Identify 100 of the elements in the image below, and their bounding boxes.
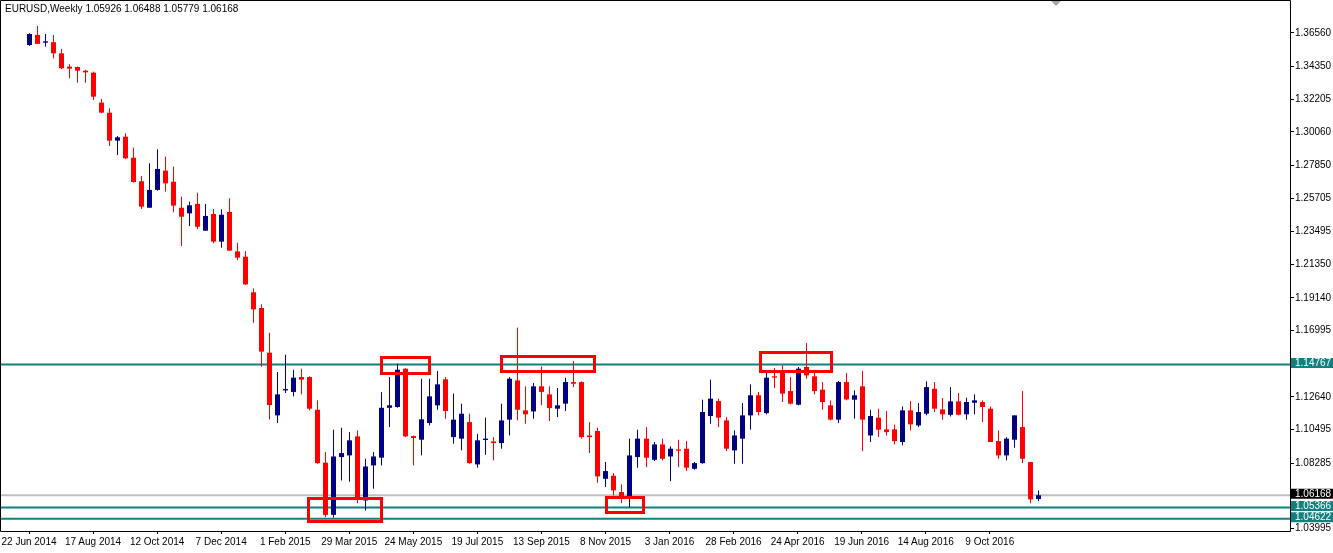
candlestick	[788, 376, 793, 405]
ref-line-label: 1.06168	[1295, 487, 1332, 499]
y-tick-label: 1.21350	[1295, 258, 1332, 270]
candlestick	[844, 372, 849, 401]
candlestick	[611, 472, 616, 496]
candlestick	[491, 436, 496, 461]
candlestick	[539, 365, 544, 406]
y-tick-label: 1.25705	[1295, 191, 1332, 203]
candlestick	[708, 379, 713, 425]
candlestick	[916, 402, 921, 428]
x-tick-label: 14 Aug 2016	[897, 535, 955, 547]
candlestick	[644, 426, 649, 468]
candlestick	[251, 287, 256, 324]
candlestick	[996, 429, 1001, 460]
candlestick	[59, 48, 64, 70]
ref-line-label: 1.04622	[1295, 511, 1332, 523]
candlestick	[820, 381, 825, 411]
x-tick-label: 22 Jun 2014	[1, 535, 57, 547]
y-tick-label: 1.34350	[1295, 60, 1332, 72]
x-tick-label: 12 Oct 2014	[129, 535, 185, 547]
candlestick	[972, 393, 977, 415]
x-tick-label: 8 Nov 2015	[579, 535, 632, 547]
x-tick-label: 24 Apr 2016	[770, 535, 826, 547]
candlestick	[51, 34, 56, 59]
candlestick	[884, 410, 889, 436]
candlestick	[652, 441, 657, 462]
candlestick	[780, 364, 785, 403]
candlestick	[563, 377, 568, 412]
candlestick	[876, 408, 881, 438]
candlestick	[948, 386, 953, 417]
candlestick	[980, 399, 985, 423]
candlestick	[115, 135, 120, 156]
candlestick	[676, 439, 681, 468]
candlestick	[155, 148, 160, 192]
ref-line-label: 1.05366	[1295, 499, 1332, 511]
candlestick	[964, 397, 969, 421]
candlestick	[772, 367, 777, 389]
x-tick-label: 28 Feb 2016	[705, 535, 763, 547]
candlestick	[684, 440, 689, 472]
chart-title: EURUSD,Weekly 1.05926 1.06488 1.05779 1.06168	[5, 2, 239, 14]
x-tick-label: 1 Feb 2015	[259, 535, 311, 547]
ref-line-label: 1.14767	[1295, 356, 1332, 368]
candlestick	[740, 402, 745, 465]
candlestick	[732, 429, 737, 465]
candlestick	[499, 403, 504, 450]
x-tick-label: 3 Jan 2016	[644, 535, 695, 547]
candlestick	[195, 192, 200, 230]
candlestick	[547, 385, 552, 422]
candlestick	[123, 132, 128, 160]
y-tick-label: 1.32205	[1295, 92, 1332, 104]
y-tick-label: 1.30060	[1295, 125, 1332, 137]
candlestick	[635, 429, 640, 469]
candlestick	[147, 162, 152, 209]
candlestick	[603, 461, 608, 488]
candlestick	[892, 424, 897, 445]
candlestick	[179, 196, 184, 247]
y-tick-label: 1.23495	[1295, 225, 1332, 237]
y-tick-label: 1.16995	[1295, 324, 1332, 336]
candlestick	[203, 203, 208, 232]
candlestick	[932, 381, 937, 413]
candlestick	[1004, 436, 1009, 461]
candlestick	[555, 387, 560, 418]
y-tick-label: 1.08285	[1295, 456, 1332, 468]
x-tick-label: 24 May 2015	[384, 535, 443, 547]
candlestick	[163, 156, 168, 193]
candlestick	[756, 391, 761, 416]
candlestick	[371, 451, 376, 490]
candlestick	[908, 400, 913, 431]
candlestick	[451, 393, 456, 445]
candlestick	[339, 427, 344, 481]
candlestick	[387, 376, 392, 428]
candlestick	[347, 431, 352, 483]
y-tick-label: 1.12640	[1295, 390, 1332, 402]
y-tick-label: 1.36560	[1295, 26, 1332, 38]
candlestick	[275, 371, 280, 424]
candlestick	[171, 166, 176, 213]
x-tick-label: 13 Sep 2015	[513, 535, 571, 547]
candlestick	[660, 438, 665, 461]
x-tick-label: 29 Mar 2015	[321, 535, 378, 547]
x-tick-label: 19 Jul 2015	[451, 535, 504, 547]
x-tick-label: 17 Aug 2014	[64, 535, 122, 547]
candlestick	[419, 378, 424, 456]
candlestick	[868, 409, 873, 443]
candlestick	[411, 434, 416, 466]
candlestick	[299, 368, 304, 395]
x-tick-label: 19 Jun 2016	[834, 535, 890, 547]
candlestick	[668, 445, 673, 482]
candlestick	[852, 389, 857, 420]
candlestick	[291, 369, 296, 397]
x-tick-label: 9 Oct 2016	[965, 535, 1015, 547]
candlestick	[187, 201, 192, 227]
candlestick	[523, 385, 528, 425]
candlestick	[571, 360, 576, 388]
candlestick	[587, 421, 592, 454]
candlestick	[716, 398, 721, 428]
y-tick-label: 1.27850	[1295, 159, 1332, 171]
y-tick-label: 1.19140	[1295, 291, 1332, 303]
candlestick	[940, 397, 945, 421]
y-tick-label: 1.10495	[1295, 423, 1332, 435]
x-tick-label: 7 Dec 2014	[195, 535, 248, 547]
